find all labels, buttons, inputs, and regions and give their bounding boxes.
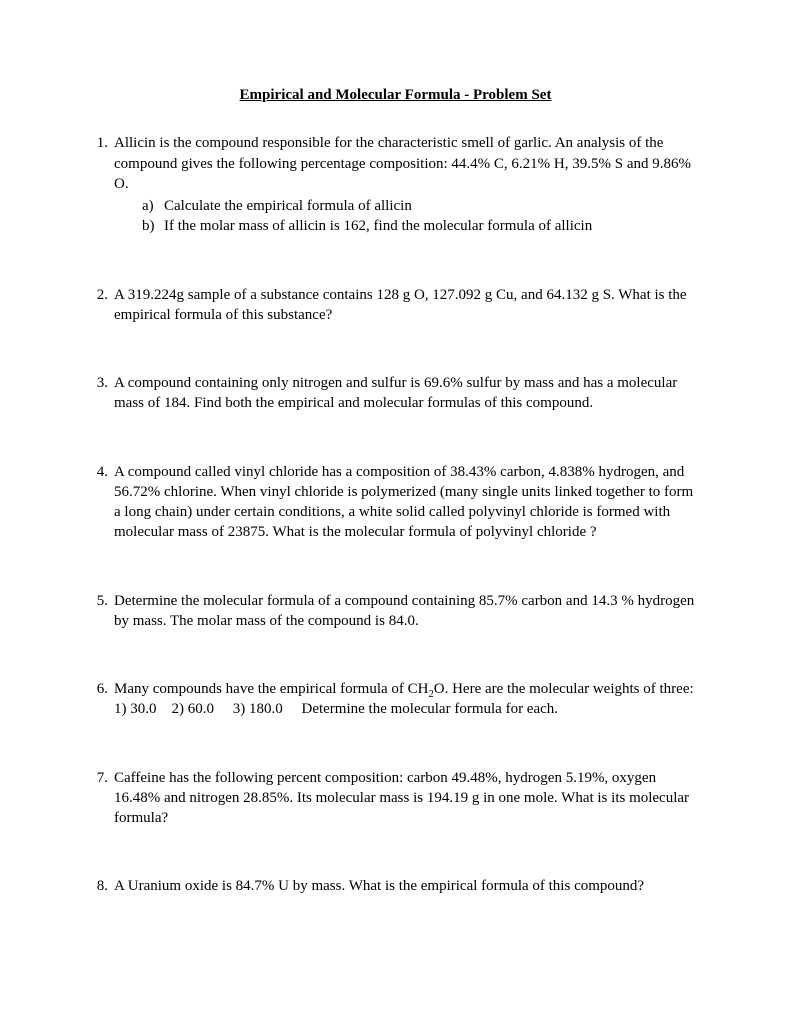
- problem-item: 2.A 319.224g sample of a substance conta…: [90, 285, 701, 326]
- problem-number: 3.: [90, 373, 114, 414]
- problem-item: 5.Determine the molecular formula of a c…: [90, 591, 701, 632]
- problem-number: 8.: [90, 876, 114, 896]
- problem-number: 5.: [90, 591, 114, 632]
- problem-item: 4.A compound called vinyl chloride has a…: [90, 462, 701, 543]
- problem-text: Allicin is the compound responsible for …: [114, 133, 701, 194]
- problem-text: Caffeine has the following percent compo…: [114, 768, 701, 829]
- problem-text: A compound called vinyl chloride has a c…: [114, 462, 701, 543]
- subitem-label: b): [142, 216, 164, 236]
- problem-body: Caffeine has the following percent compo…: [114, 768, 701, 829]
- problem-body: Allicin is the compound responsible for …: [114, 133, 701, 236]
- problem-body: A compound called vinyl chloride has a c…: [114, 462, 701, 543]
- problem-number: 7.: [90, 768, 114, 829]
- problem-text: A 319.224g sample of a substance contain…: [114, 285, 701, 326]
- problem-number: 1.: [90, 133, 114, 236]
- problem-number: 6.: [90, 679, 114, 720]
- page-title: Empirical and Molecular Formula - Proble…: [90, 85, 701, 105]
- problem-body: A compound containing only nitrogen and …: [114, 373, 701, 414]
- problem-number: 2.: [90, 285, 114, 326]
- problem-sublist: a)Calculate the empirical formula of all…: [114, 196, 701, 237]
- problem-body: A 319.224g sample of a substance contain…: [114, 285, 701, 326]
- problem-item: 6.Many compounds have the empirical form…: [90, 679, 701, 720]
- subitem-text: If the molar mass of allicin is 162, fin…: [164, 216, 592, 236]
- problem-subitem: b)If the molar mass of allicin is 162, f…: [142, 216, 701, 236]
- problem-body: Many compounds have the empirical formul…: [114, 679, 701, 720]
- problem-number: 4.: [90, 462, 114, 543]
- problem-item: 3.A compound containing only nitrogen an…: [90, 373, 701, 414]
- subitem-text: Calculate the empirical formula of allic…: [164, 196, 412, 216]
- problem-text: Many compounds have the empirical formul…: [114, 679, 701, 720]
- problem-text: A compound containing only nitrogen and …: [114, 373, 701, 414]
- problems-list: 1.Allicin is the compound responsible fo…: [90, 133, 701, 896]
- subitem-label: a): [142, 196, 164, 216]
- problem-subitem: a)Calculate the empirical formula of all…: [142, 196, 701, 216]
- problem-body: Determine the molecular formula of a com…: [114, 591, 701, 632]
- problem-item: 1.Allicin is the compound responsible fo…: [90, 133, 701, 236]
- problem-text: Determine the molecular formula of a com…: [114, 591, 701, 632]
- problem-text: A Uranium oxide is 84.7% U by mass. What…: [114, 876, 701, 896]
- problem-item: 8.A Uranium oxide is 84.7% U by mass. Wh…: [90, 876, 701, 896]
- problem-item: 7.Caffeine has the following percent com…: [90, 768, 701, 829]
- problem-body: A Uranium oxide is 84.7% U by mass. What…: [114, 876, 701, 896]
